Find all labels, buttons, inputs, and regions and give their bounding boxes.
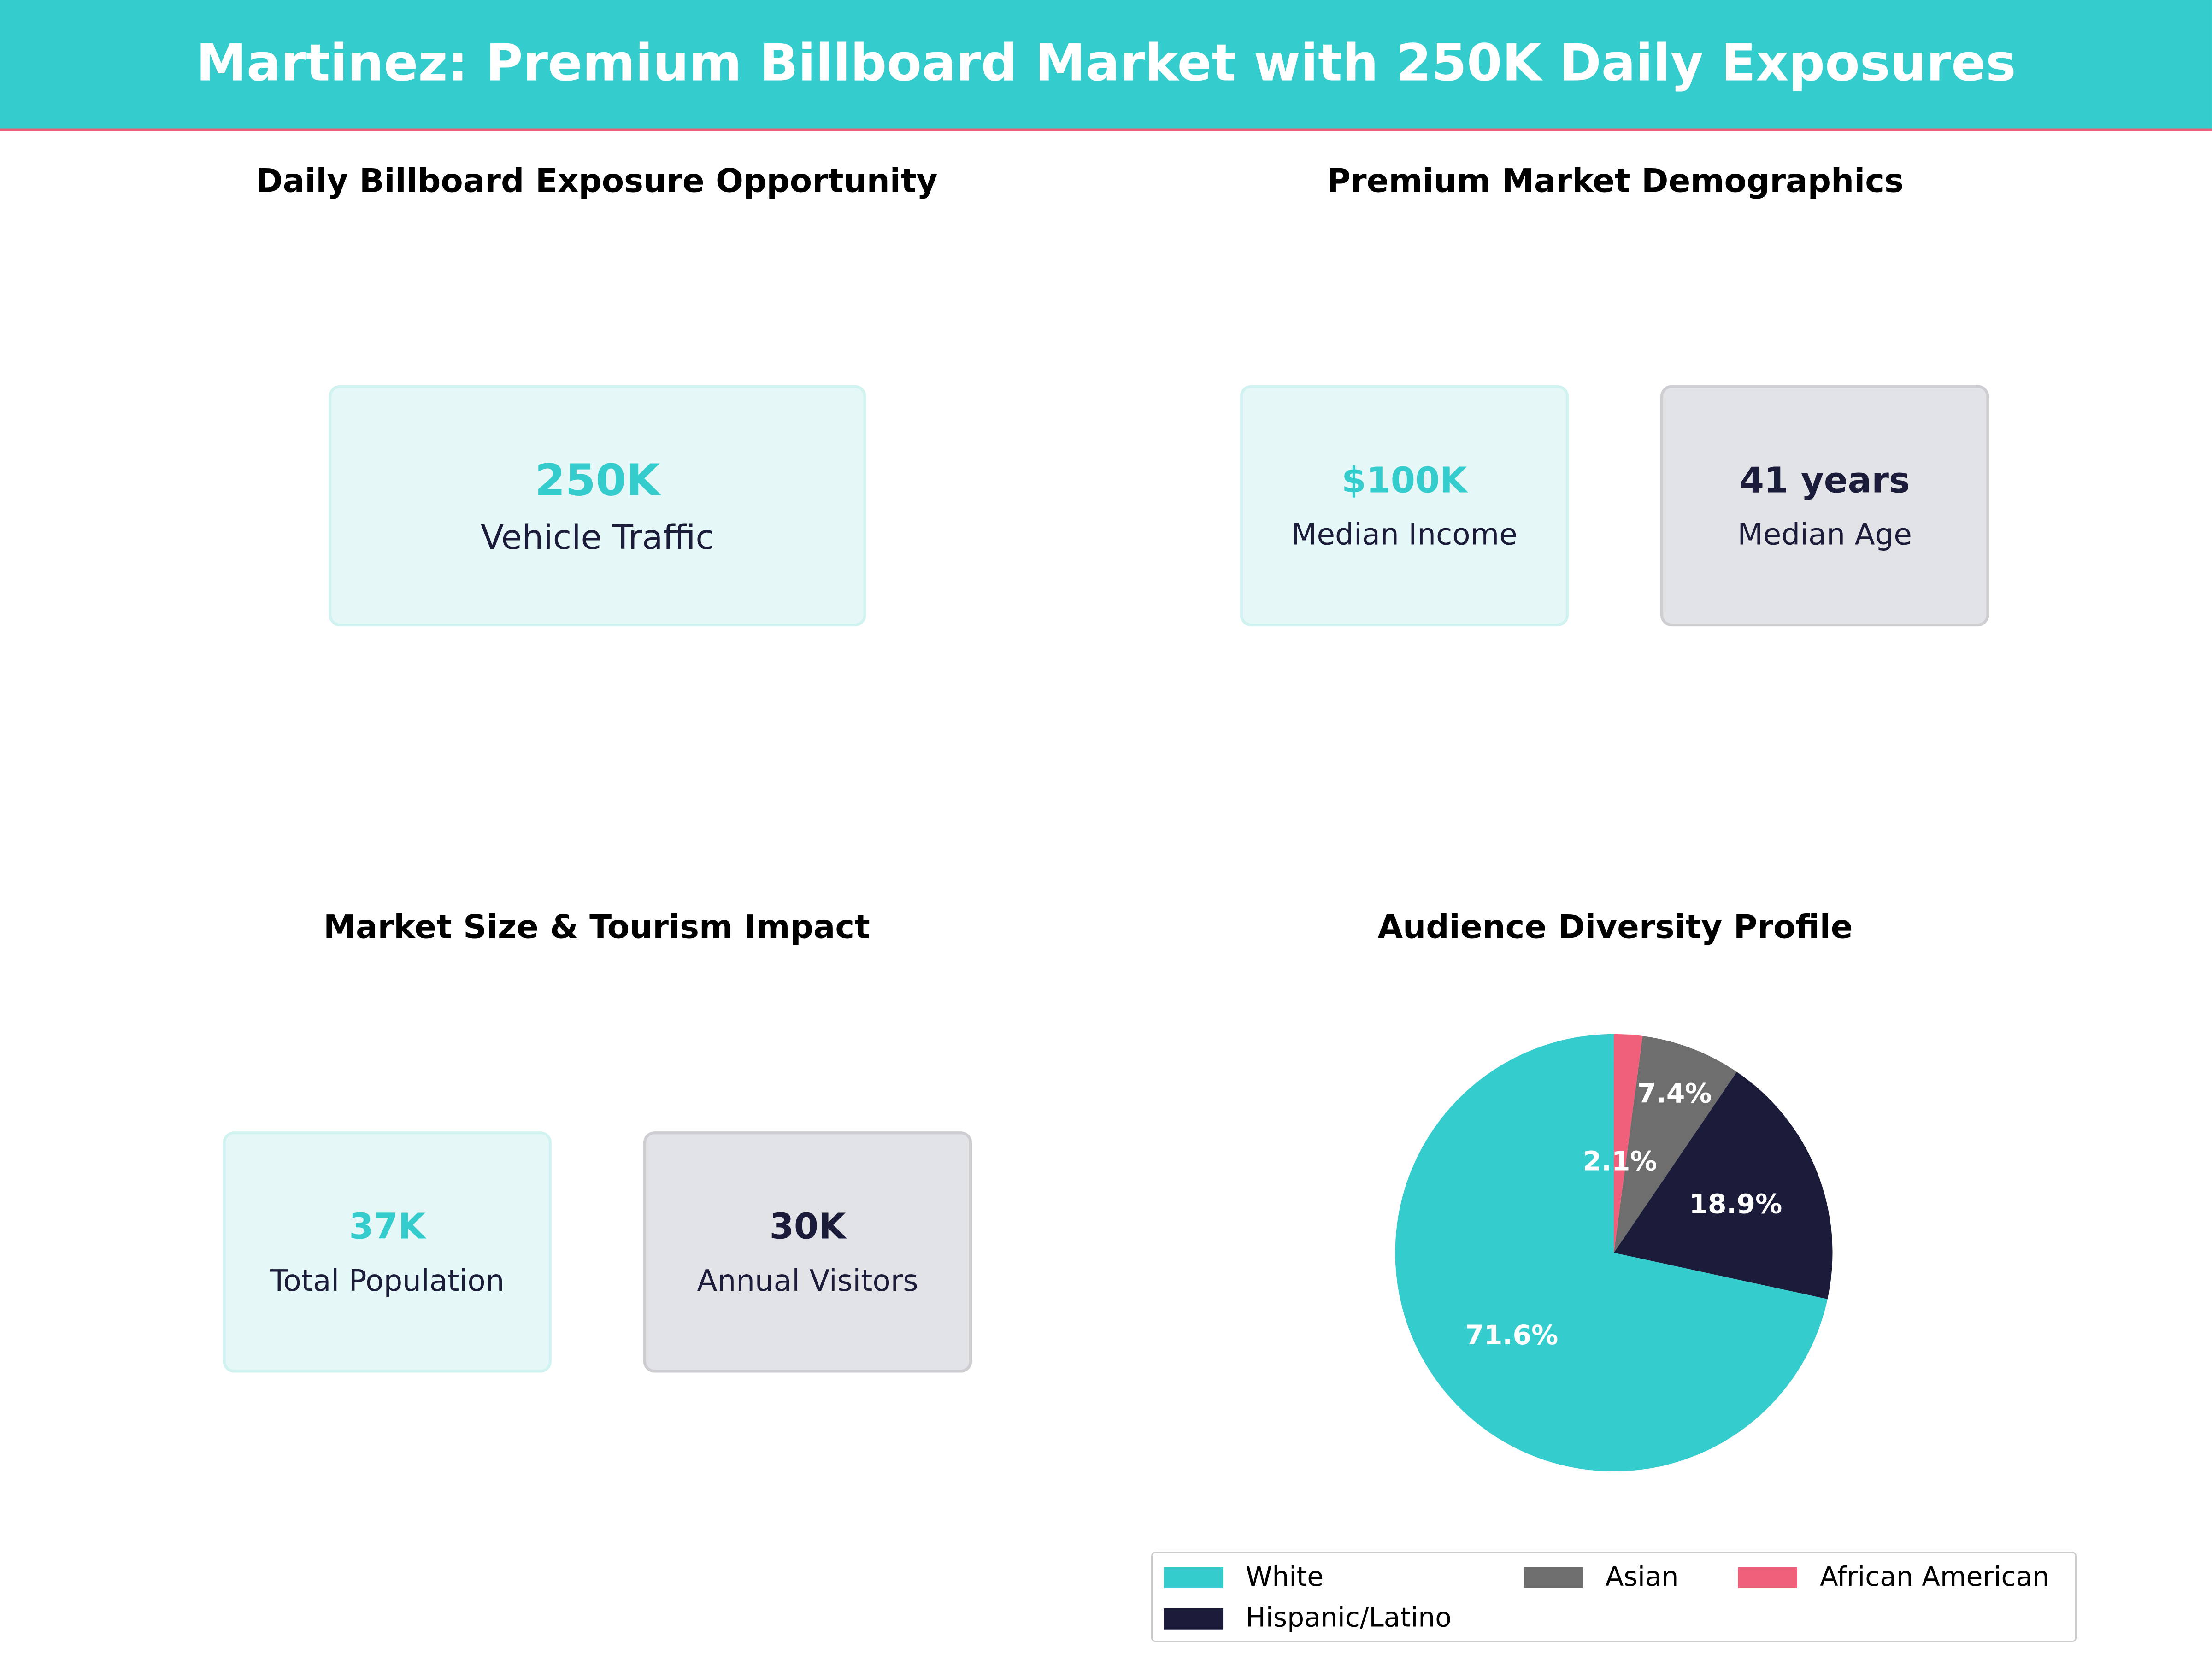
pie-slice-white — [1395, 1034, 1828, 1471]
legend-item-asian: Asian — [1524, 1562, 1678, 1593]
pie-slice-asian — [1614, 1035, 1737, 1253]
pie-label: 2.1% — [1583, 1145, 1657, 1177]
card-value: 30K — [769, 1206, 846, 1247]
card-label: Vehicle Traffic — [481, 517, 714, 557]
card-value: 37K — [349, 1206, 426, 1247]
legend-label: Asian — [1605, 1561, 1679, 1593]
pie-label: 71.6% — [1465, 1319, 1559, 1351]
exposure-panel-title: Daily Billboard Exposure Opportunity — [256, 164, 938, 200]
card-value: $100K — [1341, 459, 1467, 501]
pie-label: 7.4% — [1637, 1078, 1712, 1109]
pie-slice-hispanic-latino — [1614, 1071, 1833, 1299]
legend-label: White — [1246, 1561, 1324, 1593]
pie-slice-african-american — [1614, 1034, 1643, 1253]
legend-item-white: White — [1164, 1562, 1324, 1593]
legend-item-hispanic-latino: Hispanic/Latino — [1164, 1602, 1452, 1634]
page-title: Martinez: Premium Billboard Market with … — [196, 35, 2016, 94]
card-value: 41 years — [1739, 459, 1910, 501]
legend-swatch — [1524, 1566, 1583, 1588]
demographics-panel-title: Premium Market Demographics — [1327, 164, 1904, 200]
annual-visitors-card: 30K Annual Visitors — [643, 1131, 972, 1373]
diversity-chart-title: Audience Diversity Profile — [1377, 910, 1853, 947]
market-panel-title: Market Size & Tourism Impact — [323, 910, 870, 947]
total-population-card: 37K Total Population — [223, 1131, 552, 1373]
legend-label: Hispanic/Latino — [1246, 1602, 1452, 1634]
legend-swatch — [1164, 1566, 1224, 1588]
vehicle-traffic-card: 250K Vehicle Traffic — [329, 385, 866, 627]
legend-item-african-american: African American — [1738, 1562, 2049, 1593]
legend-swatch — [1164, 1607, 1224, 1629]
chart-legend: White Hispanic/Latino Asian African Amer… — [1151, 1552, 2077, 1642]
card-value: 250K — [535, 455, 660, 506]
median-income-card: $100K Median Income — [1240, 385, 1569, 627]
card-label: Median Age — [1737, 518, 1912, 552]
card-label: Annual Visitors — [697, 1264, 918, 1298]
header-banner: Martinez: Premium Billboard Market with … — [0, 0, 2212, 131]
legend-swatch — [1738, 1566, 1797, 1588]
pie-label: 18.9% — [1689, 1188, 1782, 1220]
card-label: Median Income — [1291, 518, 1518, 552]
legend-label: African American — [1819, 1561, 2049, 1593]
card-label: Total Population — [270, 1264, 505, 1298]
median-age-card: 41 years Median Age — [1660, 385, 1989, 627]
